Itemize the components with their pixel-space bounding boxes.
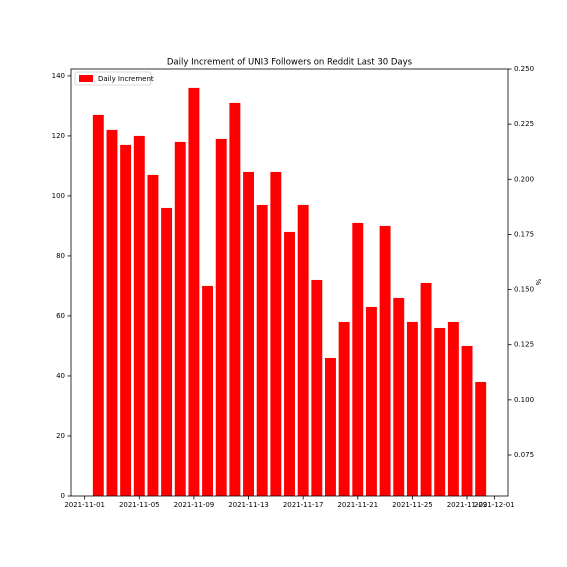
bar bbox=[434, 327, 446, 496]
bar bbox=[338, 321, 350, 496]
bar bbox=[202, 285, 214, 496]
y-tick-label: 100 bbox=[52, 192, 65, 200]
bar bbox=[297, 204, 309, 497]
bar bbox=[406, 321, 418, 496]
bar bbox=[256, 204, 268, 497]
bar bbox=[106, 129, 118, 497]
x-tick-label: 2021-11-05 bbox=[119, 501, 160, 509]
x-tick-label: 2021-11-17 bbox=[283, 501, 324, 509]
plot-frame bbox=[70, 68, 509, 497]
y-tick-label: 20 bbox=[56, 432, 65, 440]
bar bbox=[311, 279, 323, 496]
y-tick-label: 80 bbox=[56, 252, 65, 260]
bar bbox=[461, 345, 473, 496]
bar bbox=[120, 144, 132, 496]
bar bbox=[420, 282, 432, 496]
bar bbox=[352, 222, 364, 497]
y-tick-label: 140 bbox=[52, 72, 65, 80]
y-tick-label: 120 bbox=[52, 132, 65, 140]
y2-tick-label: 0.150 bbox=[514, 286, 534, 294]
x-tick-label: 2021-12-01 bbox=[474, 501, 515, 509]
y2-tick-label: 0.225 bbox=[514, 120, 534, 128]
bar bbox=[325, 357, 336, 496]
bar bbox=[365, 306, 377, 496]
legend-swatch bbox=[79, 75, 93, 82]
bar bbox=[161, 207, 173, 496]
bar bbox=[92, 114, 104, 496]
legend-label: Daily Increment bbox=[98, 75, 154, 83]
y2-tick-label: 0.100 bbox=[514, 396, 534, 404]
legend-box bbox=[74, 71, 152, 86]
x-tick-label: 2021-11-21 bbox=[337, 501, 378, 509]
y-tick-label: 0 bbox=[61, 492, 65, 500]
bar bbox=[229, 102, 241, 496]
bar bbox=[243, 171, 254, 496]
bar bbox=[475, 381, 487, 496]
y2-tick-label: 0.250 bbox=[514, 65, 534, 73]
bar bbox=[379, 225, 391, 496]
bar bbox=[447, 321, 459, 496]
chart-title: Daily Increment of UNI3 Followers on Red… bbox=[167, 58, 413, 68]
bar bbox=[133, 135, 145, 497]
y2-axis-label: % bbox=[534, 279, 542, 286]
bar bbox=[270, 171, 282, 496]
bar bbox=[174, 141, 186, 496]
y2-tick-label: 0.125 bbox=[514, 341, 534, 349]
x-tick-label: 2021-11-25 bbox=[392, 501, 433, 509]
y-tick-label: 40 bbox=[56, 372, 65, 380]
x-tick-label: 2021-11-09 bbox=[174, 501, 215, 509]
bar bbox=[188, 87, 200, 497]
y2-tick-label: 0.075 bbox=[514, 451, 534, 459]
y2-tick-label: 0.175 bbox=[514, 230, 534, 238]
x-tick-label: 2021-11-01 bbox=[64, 501, 105, 509]
x-tick-label: 2021-11-13 bbox=[228, 501, 269, 509]
bar bbox=[147, 174, 159, 496]
y-tick-label: 60 bbox=[56, 312, 65, 320]
bar bbox=[284, 231, 295, 496]
x-tick-label: 2021-11-29 bbox=[447, 501, 488, 509]
y2-tick-label: 0.200 bbox=[514, 175, 534, 183]
bar bbox=[393, 297, 405, 496]
bar bbox=[215, 138, 227, 496]
